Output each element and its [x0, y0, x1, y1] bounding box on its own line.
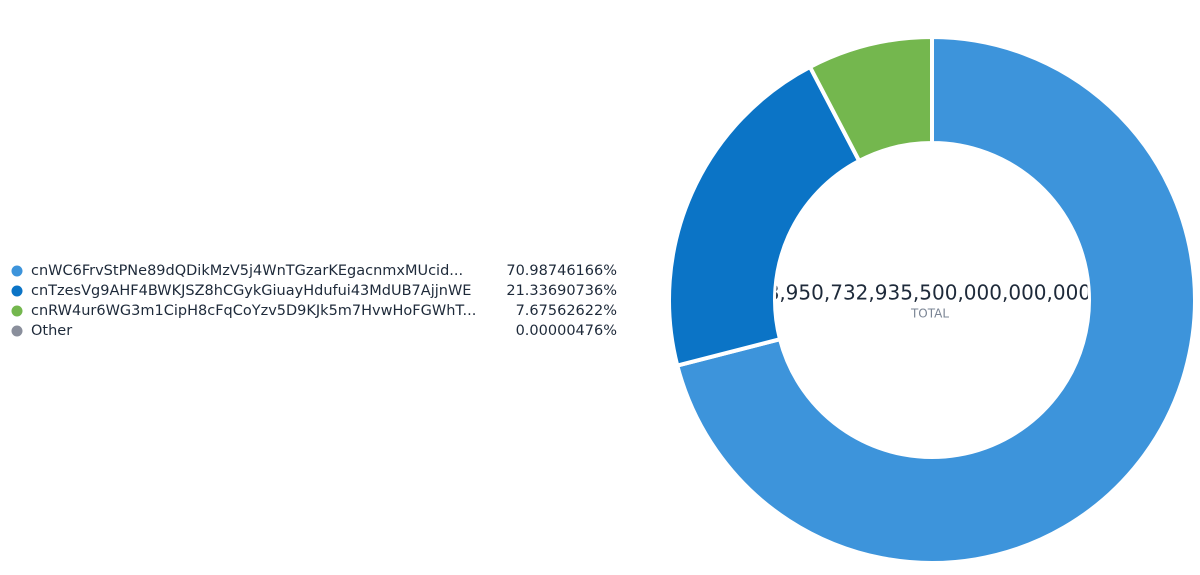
- legend-marker: [12, 306, 23, 317]
- center: 98,950,732,935,500,000,000,000,0: [754, 281, 1110, 305]
- legend-value: 70.98746166%: [506, 263, 617, 279]
- legend-label: cnWC6FrvStPNe89dQDikMzV5j4WnTGzarKEgacnm…: [31, 263, 463, 279]
- legend-value: 7.67562622%: [516, 303, 617, 319]
- legend-label: Other: [31, 323, 72, 339]
- legend-marker: [12, 266, 23, 277]
- legend-label: cnTzesVg9AHF4BWKJSZ8hCGykGiuayHdufui43Md…: [31, 283, 471, 299]
- legend-marker: [12, 326, 23, 337]
- legend: cnWC6FrvStPNe89dQDikMzV5j4WnTGzarKEgacnm…: [12, 263, 618, 339]
- legend-label: cnRW4ur6WG3m1CipH8cFqCoYzv5D9KJk5m7HvwHo…: [31, 303, 476, 319]
- center-label: TOTAL: [910, 307, 949, 321]
- center-value: 98,950,732,935,500,000,000,000,0: [754, 281, 1110, 305]
- slice: [669, 67, 859, 366]
- legend-value: 21.33690736%: [506, 283, 617, 299]
- legend-value: 0.00000476%: [516, 323, 617, 339]
- legend-marker: [12, 286, 23, 297]
